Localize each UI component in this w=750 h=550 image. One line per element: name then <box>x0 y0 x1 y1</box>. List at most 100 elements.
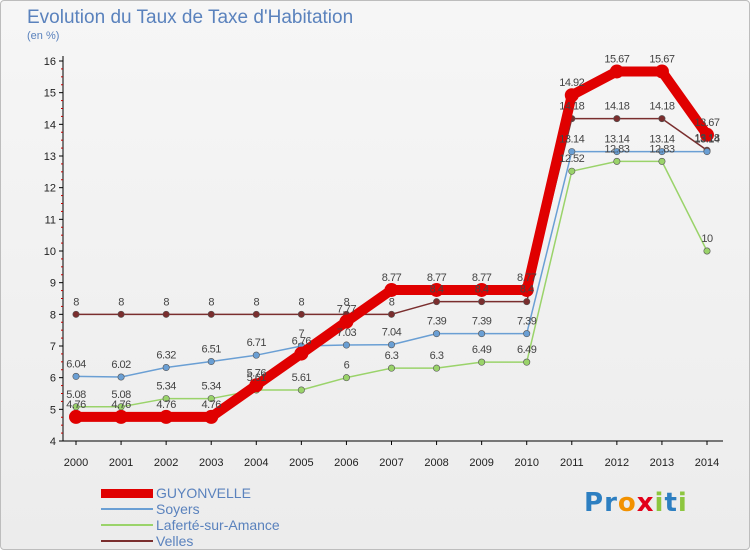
x-tick-label: 2008 <box>424 457 448 469</box>
data-label: 8.4 <box>430 284 444 296</box>
data-point <box>252 351 260 359</box>
data-point <box>523 330 531 338</box>
data-label: 12.52 <box>559 153 584 165</box>
data-point <box>429 282 444 297</box>
y-tick-label: 10 <box>44 246 56 258</box>
x-tick-label: 2010 <box>514 457 538 469</box>
data-point <box>658 157 666 165</box>
data-label: 5.61 <box>247 372 267 384</box>
data-point <box>523 298 531 306</box>
legend-item: Soyers <box>101 501 361 517</box>
data-labels: 4.76 4.76 4.76 4.76 5.76 6.76 7.77 8.77 8.77 8.77… <box>66 53 720 410</box>
data-label: 8.77 <box>472 272 492 284</box>
data-label: 8.4 <box>520 284 534 296</box>
data-label: 13.14 <box>649 134 674 146</box>
x-tick-label: 2005 <box>289 457 313 469</box>
data-label: 8.77 <box>427 272 447 284</box>
data-label: 7 <box>299 328 305 340</box>
data-point <box>204 409 219 424</box>
data-point <box>609 64 624 79</box>
y-tick-label: 13 <box>44 151 56 163</box>
data-point <box>478 358 486 366</box>
data-point <box>117 373 125 381</box>
x-tick-label: 2009 <box>469 457 493 469</box>
y-tick-label: 4 <box>50 436 56 448</box>
y-tick-label: 12 <box>44 183 56 195</box>
data-label: 4.76 <box>66 399 86 411</box>
chart-title: Evolution du Taux de Taxe d'Habitation <box>27 7 354 28</box>
data-point <box>72 372 80 380</box>
data-point <box>433 364 441 372</box>
data-point <box>162 395 170 403</box>
data-point <box>658 148 666 156</box>
axes: 4 5 6 7 8 9 10 11 12 13 14 15 16 2000 2001 2002 2003 2004… <box>44 56 723 469</box>
legend-item: Velles <box>101 533 361 549</box>
data-label: 7.39 <box>517 316 537 328</box>
data-point <box>478 298 486 306</box>
data-label: 13.18 <box>694 132 719 144</box>
data-label: 10 <box>701 233 713 245</box>
data-label: 5.61 <box>292 372 312 384</box>
legend-swatch <box>101 508 153 510</box>
data-label: 8 <box>208 296 214 308</box>
y-tick-label: 7 <box>50 341 56 353</box>
y-tick-label: 14 <box>44 119 56 131</box>
data-label: 6.3 <box>430 350 444 362</box>
data-label: 7.04 <box>382 327 402 339</box>
data-label: 12.83 <box>649 143 674 155</box>
x-tick-label: 2011 <box>560 457 584 469</box>
data-point <box>294 346 309 361</box>
x-tick-label: 2001 <box>109 457 133 469</box>
data-point <box>654 64 669 79</box>
y-tick-label: 9 <box>50 278 56 290</box>
y-tick-label: 15 <box>44 88 56 100</box>
data-label: 6 <box>344 360 350 372</box>
data-point <box>700 127 714 142</box>
x-tick-label: 2013 <box>650 457 674 469</box>
legend-swatch <box>101 524 153 526</box>
data-label: 4.76 <box>202 399 222 411</box>
legend-swatch <box>101 488 153 498</box>
data-label: 7.03 <box>337 327 357 339</box>
x-tick-label: 2004 <box>244 457 268 469</box>
data-label: 6.49 <box>517 344 537 356</box>
data-label: 6.04 <box>66 358 86 370</box>
data-point <box>297 386 305 394</box>
data-point <box>387 310 395 318</box>
legend-swatch <box>101 540 153 542</box>
legend-label: GUYONVELLE <box>156 485 251 501</box>
data-point <box>339 314 354 329</box>
data-label: 15.67 <box>604 53 629 65</box>
data-point <box>162 364 170 372</box>
data-label: 6.3 <box>385 350 399 362</box>
data-point <box>207 358 215 366</box>
legend-label: Laferté-sur-Amance <box>156 517 280 533</box>
data-label: 8.77 <box>382 272 402 284</box>
data-label: 13.14 <box>694 134 719 146</box>
data-point <box>613 148 621 156</box>
data-label: 15.67 <box>649 53 674 65</box>
data-point <box>568 167 576 175</box>
data-point <box>342 374 350 382</box>
legend-item: Laferté-sur-Amance <box>101 517 361 533</box>
data-point <box>207 310 215 318</box>
logo-letter: P <box>584 488 605 518</box>
data-point <box>523 358 531 366</box>
data-point <box>478 330 486 338</box>
legend-label: Velles <box>156 533 194 549</box>
data-point <box>207 395 215 403</box>
data-label: 12.83 <box>604 143 629 155</box>
data-label: 8 <box>73 296 79 308</box>
data-point <box>342 341 350 349</box>
data-point <box>433 298 441 306</box>
data-label: 14.18 <box>604 101 629 113</box>
data-label: 8 <box>253 296 259 308</box>
data-label: 6.32 <box>156 350 176 362</box>
logo-letter: r <box>604 488 618 518</box>
data-label: 6.02 <box>111 359 131 371</box>
data-label: 4.76 <box>111 399 131 411</box>
data-point <box>564 88 579 103</box>
data-point <box>384 282 399 297</box>
x-tick-label: 2007 <box>379 457 403 469</box>
